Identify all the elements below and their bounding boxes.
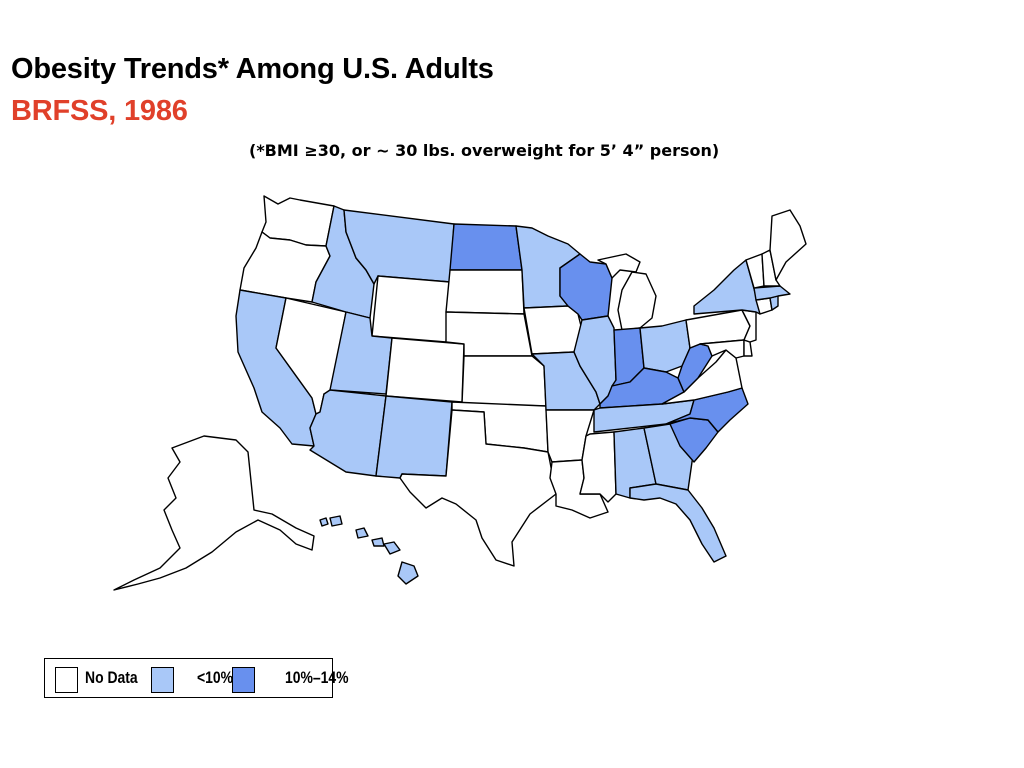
state-NC — [665, 387, 749, 433]
map-title: Obesity Trends* Among U.S. Adults — [11, 53, 494, 85]
bmi-footnote: (*BMI ≥30, or ~ 30 lbs. overweight for 5… — [249, 141, 720, 160]
state-HI-molokai — [371, 537, 385, 547]
legend-label-10to14: 10%–14% — [285, 668, 349, 687]
state-ND — [449, 223, 523, 271]
state-HI-niihau — [319, 517, 329, 527]
state-MA — [753, 285, 791, 301]
legend-label-no-data: No Data — [85, 668, 138, 687]
state-FL — [629, 483, 727, 563]
state-HI-kauai — [329, 515, 343, 527]
legend-swatch-no-data — [55, 667, 78, 693]
legend-swatch-10to14 — [232, 667, 255, 693]
state-IA — [523, 305, 583, 355]
state-WY — [371, 275, 451, 343]
map-subtitle: BRFSS, 1986 — [11, 95, 188, 127]
state-ME — [769, 209, 807, 281]
legend-label-lt10: <10% — [197, 668, 234, 687]
state-HI-hawaii — [397, 561, 419, 585]
state-MS — [579, 431, 617, 503]
state-KS — [461, 355, 547, 407]
legend-swatch-lt10 — [151, 667, 174, 693]
state-AK — [113, 435, 315, 591]
state-NM — [375, 395, 453, 479]
map-legend: No Data <10% 10%–14% — [44, 658, 349, 698]
state-TX — [399, 409, 557, 567]
state-SD — [445, 269, 525, 315]
state-AZ — [309, 389, 387, 477]
state-HI-maui — [383, 541, 401, 555]
state-MI — [597, 253, 657, 331]
state-CO — [385, 337, 465, 403]
state-NH — [761, 249, 781, 287]
state-HI-oahu — [355, 527, 369, 539]
